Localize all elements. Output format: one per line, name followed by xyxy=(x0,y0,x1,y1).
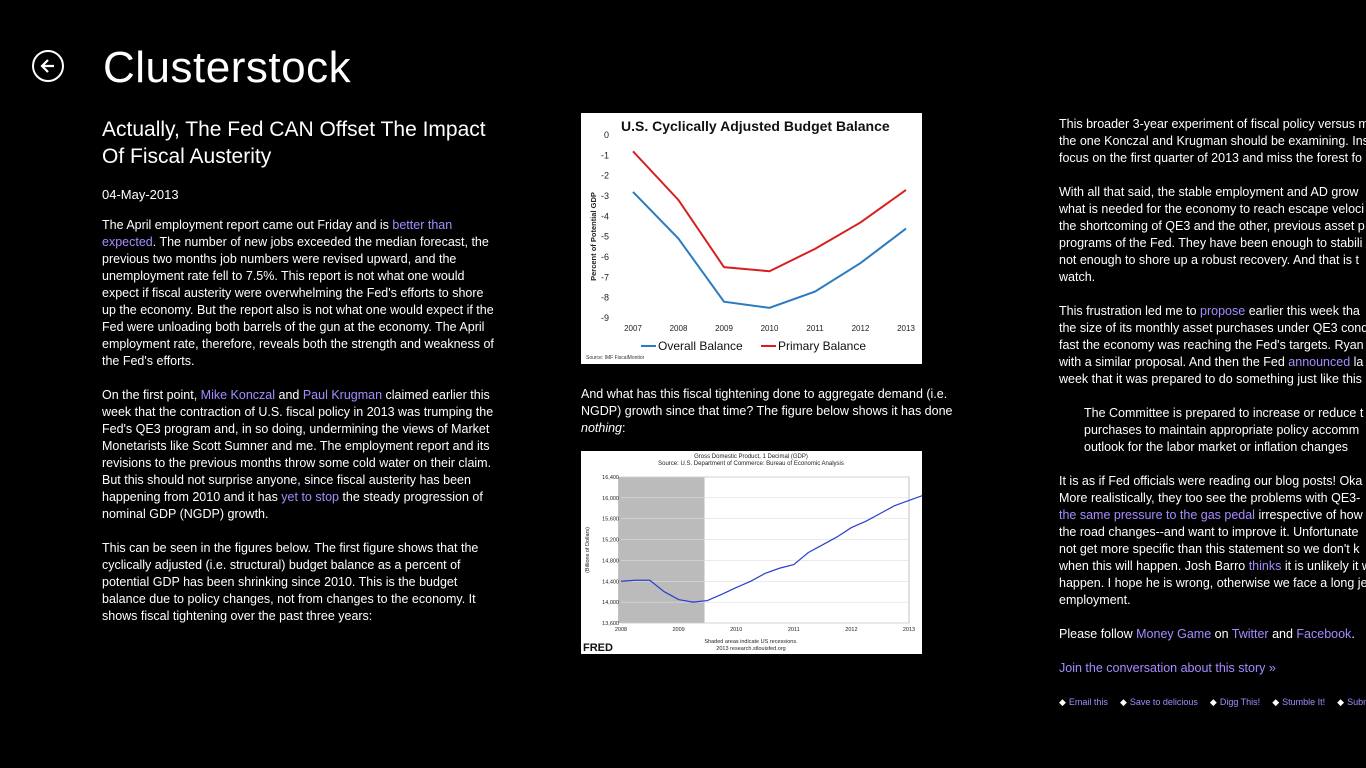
blockquote: The Committee is prepared to increase or… xyxy=(1084,406,1364,454)
article-date: 04-May-2013 xyxy=(102,187,179,202)
bullet-icon: ◆ xyxy=(1059,697,1066,707)
x-tick-label: 2013 xyxy=(897,324,915,333)
x-tick-label: 2007 xyxy=(624,324,642,333)
link-announced[interactable]: announced xyxy=(1288,355,1351,369)
article-title-line: Actually, The Fed CAN Offset The Impact xyxy=(102,118,486,141)
x-tick-label: 2008 xyxy=(615,627,627,633)
y-tick-label: 15,200 xyxy=(602,538,619,544)
chart-subtitle: Source: U.S. Department of Commerce: Bur… xyxy=(658,461,844,467)
back-button[interactable] xyxy=(32,50,64,82)
gdp-chart: Gross Domestic Product, 1 Decimal (GDP) S… xyxy=(581,451,924,654)
chart-site: 2013 research.stlouisfed.org xyxy=(716,646,785,652)
link-facebook[interactable]: Facebook xyxy=(1296,627,1352,641)
gdp-chart-svg: Gross Domestic Product, 1 Decimal (GDP)S… xyxy=(583,454,924,654)
paragraph: It is as if Fed officials were reading o… xyxy=(1059,474,1366,607)
paragraph: This frustration led me to propose earli… xyxy=(1059,304,1366,386)
app-title: Clusterstock xyxy=(103,43,352,92)
chart-source: Source: IMF FiscalMonitor xyxy=(586,355,645,361)
y-tick-label: -6 xyxy=(601,252,609,262)
link-better-than-expected[interactable]: better than expected xyxy=(102,218,453,249)
paragraph: This broader 3-year experiment of fiscal… xyxy=(1059,117,1366,165)
y-tick-label: 13,600 xyxy=(602,621,619,627)
paragraph: The April employment report came out Fri… xyxy=(102,218,494,368)
link-propose[interactable]: propose xyxy=(1200,304,1246,318)
y-tick-label: -8 xyxy=(601,293,609,303)
bullet-icon: ◆ xyxy=(1209,697,1217,707)
gdp-line xyxy=(620,494,924,603)
article-title-line: Of Fiscal Austerity xyxy=(102,145,272,168)
y-tick-label: -7 xyxy=(601,272,609,282)
y-tick-label: 14,800 xyxy=(602,558,619,564)
y-tick-label: 15,600 xyxy=(602,517,619,523)
recession-note: Shaded areas indicate US recessions. xyxy=(704,639,798,645)
x-tick-label: 2013 xyxy=(903,627,915,633)
link-join-conversation[interactable]: Join the conversation about this story » xyxy=(1059,661,1276,675)
y-tick-label: 16,400 xyxy=(602,475,619,481)
paragraph: On the first point, Mike Konczal and Pau… xyxy=(102,388,494,521)
join-conversation: Join the conversation about this story » xyxy=(1059,660,1366,677)
share-digg[interactable]: ◆ Digg This! xyxy=(1209,697,1261,707)
x-tick-label: 2009 xyxy=(715,324,733,333)
y-axis-label: (Billions of Dollars) xyxy=(585,527,591,573)
x-tick-label: 2008 xyxy=(670,324,688,333)
legend-label-primary: Primary Balance xyxy=(778,339,866,353)
x-tick-label: 2010 xyxy=(730,627,742,633)
budget-balance-chart-svg: U.S. Cyclically Adjusted Budget Balance 0… xyxy=(586,118,915,361)
chart-title: Gross Domestic Product, 1 Decimal (GDP) xyxy=(694,454,808,460)
link-paul-krugman[interactable]: Paul Krugman xyxy=(302,388,383,402)
link-thinks[interactable]: thinks xyxy=(1248,559,1282,573)
article-column-3: This broader 3-year experiment of fiscal… xyxy=(1059,116,1366,711)
share-stumble[interactable]: ◆ Stumble It! xyxy=(1272,697,1326,707)
link-money-game[interactable]: Money Game xyxy=(1136,627,1212,641)
legend-label-overall: Overall Balance xyxy=(658,339,743,353)
link-yet-to-stop[interactable]: yet to stop xyxy=(281,490,339,504)
paragraph: With all that said, the stable employmen… xyxy=(1059,185,1365,284)
y-tick-label: -1 xyxy=(601,150,609,160)
y-tick-label: -9 xyxy=(601,313,609,323)
article-column-1: Actually, The Fed CAN Offset The Impact … xyxy=(102,116,497,642)
figure-caption: And what has this fiscal tightening done… xyxy=(581,387,953,435)
link-mike-konczal[interactable]: Mike Konczal xyxy=(200,388,276,402)
x-tick-label: 2012 xyxy=(852,324,870,333)
series-line-0 xyxy=(632,191,907,309)
share-links: ◆ Email this ◆ Save to delicious ◆ Digg Thi… xyxy=(1059,694,1366,711)
paragraph: This can be seen in the figures below. T… xyxy=(102,541,479,623)
link-same-pressure[interactable]: the same pressure to the gas pedal xyxy=(1059,508,1255,522)
series-line-1 xyxy=(632,150,907,273)
y-tick-label: 14,400 xyxy=(602,579,619,585)
y-axis-label: Percent of Potential GDP xyxy=(589,192,598,281)
y-tick-label: 14,000 xyxy=(602,600,619,606)
follow-line: Please follow Money Game on Twitter and … xyxy=(1059,627,1355,641)
x-tick-label: 2010 xyxy=(761,324,779,333)
recession-shade xyxy=(618,477,705,623)
x-tick-label: 2012 xyxy=(845,627,857,633)
share-email[interactable]: ◆ Email this xyxy=(1059,697,1108,707)
y-tick-label: -3 xyxy=(601,191,609,201)
budget-balance-chart: U.S. Cyclically Adjusted Budget Balance 0… xyxy=(581,113,922,364)
y-tick-label: -5 xyxy=(601,232,609,242)
bullet-icon: ◆ xyxy=(1337,697,1345,707)
chart-title: U.S. Cyclically Adjusted Budget Balance xyxy=(621,118,890,134)
y-tick-label: 16,000 xyxy=(602,496,619,502)
back-arrow-icon xyxy=(40,59,54,73)
article-title: Actually, The Fed CAN Offset The Impact … xyxy=(102,116,497,170)
y-tick-label: -2 xyxy=(601,171,609,181)
y-tick-label: -4 xyxy=(601,211,609,221)
share-submit[interactable]: ◆Submit xyxy=(1337,697,1366,707)
article-column-2: U.S. Cyclically Adjusted Budget Balance 0… xyxy=(581,113,961,654)
fred-logo: FRED xyxy=(583,642,613,654)
x-tick-label: 2011 xyxy=(788,627,800,633)
y-tick-label: 0 xyxy=(604,130,609,140)
share-delicious[interactable]: ◆ Save to delicious xyxy=(1119,697,1198,707)
x-tick-label: 2011 xyxy=(806,324,824,333)
bullet-icon: ◆ xyxy=(1272,697,1280,707)
link-twitter[interactable]: Twitter xyxy=(1231,627,1269,641)
x-tick-label: 2009 xyxy=(672,627,684,633)
bullet-icon: ◆ xyxy=(1119,697,1127,707)
